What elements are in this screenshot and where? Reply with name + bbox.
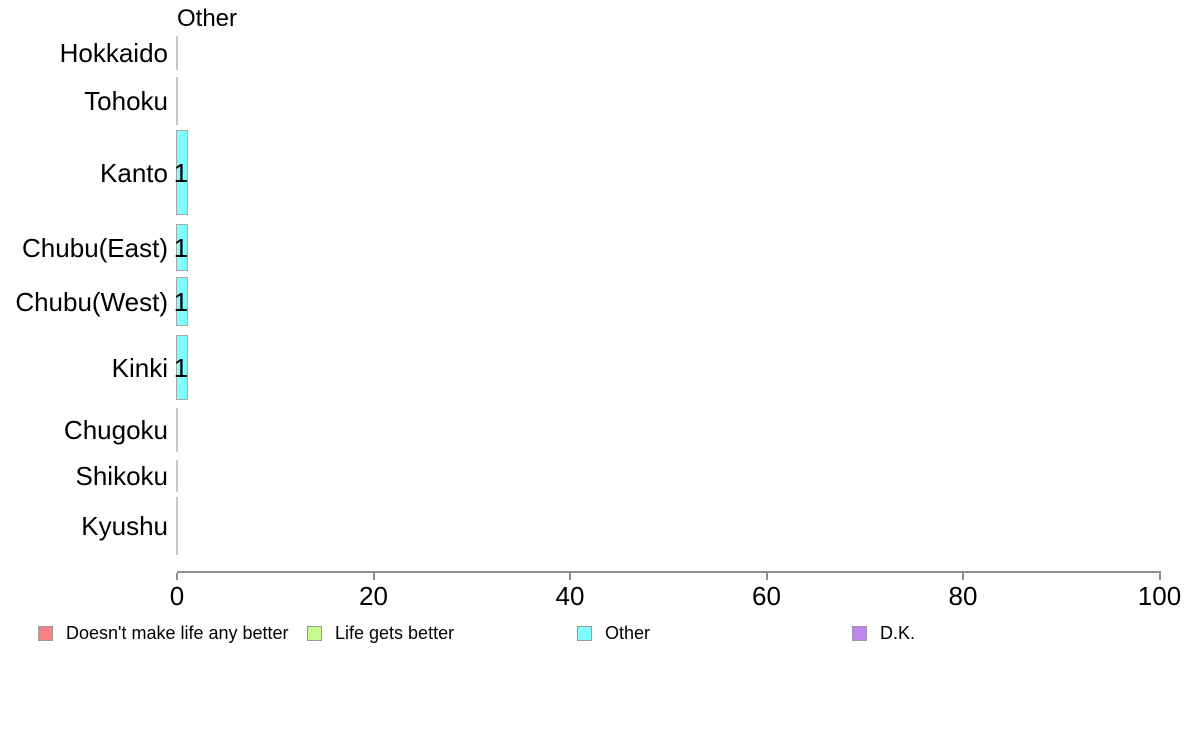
category-label-kinki: Kinki — [111, 352, 168, 383]
legend-item-d-k-: D.K. — [852, 623, 915, 643]
legend-label-d-k-: D.K. — [880, 623, 916, 643]
x-tick-label-40: 40 — [555, 581, 585, 611]
category-label-chubu-east-: Chubu(East) — [22, 232, 168, 263]
zero-bar-hokkaido — [176, 36, 178, 70]
x-tick-100 — [1158, 573, 1161, 580]
category-label-tohoku: Tohoku — [84, 86, 168, 116]
chart-title: Other — [177, 5, 238, 32]
legend-swatch-other — [577, 625, 592, 641]
category-label-shikoku: Shikoku — [75, 461, 169, 491]
legend-swatch-doesn-t-make-life-any-better — [38, 625, 53, 641]
zero-bar-tohoku — [176, 77, 178, 125]
bar-kinki — [176, 335, 188, 400]
value-label-kanto: 1 — [173, 157, 189, 188]
legend-item-other: Other — [577, 623, 650, 643]
x-tick-20 — [372, 573, 375, 580]
x-axis-line — [177, 571, 1161, 573]
x-tick-label-100: 100 — [1137, 581, 1182, 611]
x-tick-label-20: 20 — [359, 581, 388, 611]
category-label-chubu-west-: Chubu(West) — [15, 286, 168, 317]
x-tick-80 — [962, 573, 964, 580]
legend-label-doesn-t-make-life-any-better: Doesn't make life any better — [66, 623, 289, 643]
category-label-chugoku: Chugoku — [63, 415, 168, 445]
zero-bar-shikoku — [176, 460, 178, 492]
category-label-hokkaido: Hokkaido — [59, 38, 168, 68]
category-label-kanto: Kanto — [100, 157, 168, 188]
x-tick-label-60: 60 — [752, 581, 781, 611]
x-tick-label-80: 80 — [948, 581, 978, 611]
zero-bar-kyushu — [176, 497, 178, 555]
category-label-kyushu: Kyushu — [81, 511, 168, 541]
value-label-kinki: 1 — [173, 352, 189, 383]
bar-chubu-east- — [176, 224, 188, 271]
bar-kanto — [176, 130, 188, 215]
x-tick-60 — [765, 573, 768, 580]
legend-item-doesn-t-make-life-any-better: Doesn't make life any better — [38, 623, 289, 643]
legend-item-life-gets-better: Life gets better — [307, 623, 454, 643]
x-tick-40 — [569, 573, 571, 580]
legend-label-life-gets-better: Life gets better — [335, 623, 455, 643]
legend-label-other: Other — [605, 623, 651, 643]
legend-swatch-d-k- — [852, 625, 867, 641]
legend-swatch-life-gets-better — [307, 625, 322, 641]
x-tick-0 — [176, 573, 178, 580]
value-label-chubu-west-: 1 — [173, 286, 189, 317]
bar-chubu-west- — [176, 277, 188, 326]
value-label-chubu-east-: 1 — [173, 232, 189, 263]
zero-bar-chugoku — [176, 408, 178, 452]
x-tick-label-0: 0 — [169, 581, 185, 611]
